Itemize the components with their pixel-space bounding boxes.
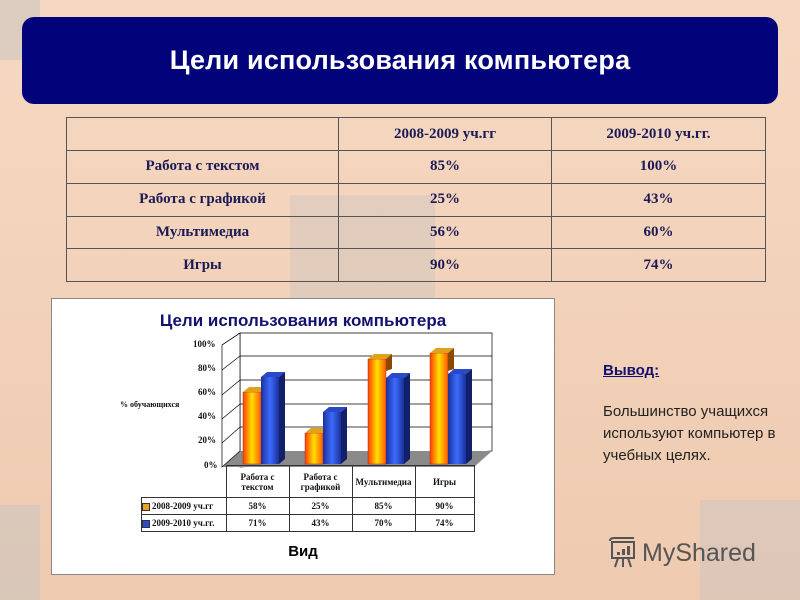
y-tick: 40% (198, 411, 216, 421)
category-label: Мультимедиа (351, 465, 416, 498)
legend-swatch-icon (142, 502, 150, 511)
data-table: 2008-2009 уч.гг 2009-2010 уч.гг. Работа … (66, 117, 766, 282)
x-axis-title: Вид (288, 543, 318, 560)
table-cell: Мультимедиа (66, 215, 339, 250)
presentation-board-icon (609, 537, 635, 568)
chart-data-table: Работа с текстом Работа с графикой Мульт… (141, 465, 475, 532)
table-row: Мультимедиа 56% 60% (66, 215, 766, 250)
data-label: 71% (225, 514, 290, 532)
table-header-row: 2008-2009 уч.гг 2009-2010 уч.гг. (66, 117, 766, 151)
data-label: 90% (414, 497, 475, 515)
series-2008-2009-bars (242, 348, 454, 465)
y-tick: 0% (204, 460, 218, 470)
data-label: 74% (414, 514, 475, 532)
chart-title: Цели использования компьютера (159, 311, 447, 330)
watermark-text: MyShared (642, 538, 756, 567)
table-cell: 60% (551, 215, 766, 250)
y-tick: 100% (193, 339, 216, 349)
background-decoration (700, 500, 800, 600)
y-tick: 60% (198, 387, 216, 397)
table-cell: Работа с графикой (66, 182, 339, 217)
table-cell: 100% (551, 150, 766, 184)
legend-swatch-icon (142, 519, 150, 528)
series-2009-2010-bars (261, 369, 472, 464)
y-tick: 20% (198, 435, 216, 445)
chart: Цели использования компьютера (51, 298, 555, 575)
table-cell: Игры (66, 248, 339, 282)
table-header-cell (66, 117, 339, 151)
data-label: 43% (288, 514, 353, 532)
table-cell: 56% (338, 215, 552, 250)
conclusion-heading: Вывод: (603, 362, 660, 379)
y-tick: 80% (198, 363, 216, 373)
chart-plot (221, 332, 493, 468)
category-label: Игры (414, 465, 475, 498)
legend-entry-2009-2010: 2009-2010 уч.гг. (141, 514, 227, 532)
table-row: Работа с графикой 25% 43% (66, 182, 766, 217)
data-label: 85% (351, 497, 416, 515)
table-cell: 25% (338, 182, 552, 217)
category-label: Работа с графикой (288, 465, 353, 498)
legend-entry-2008-2009: 2008-2009 уч.гг (141, 497, 227, 515)
conclusion-block: Вывод: Большинство учащихся используют к… (603, 362, 783, 467)
table-cell: 90% (338, 248, 552, 282)
table-row: Игры 90% 74% (66, 248, 766, 282)
table-cell: Работа с текстом (66, 150, 339, 184)
background-decoration (0, 505, 40, 600)
table-header-cell: 2008-2009 уч.гг (338, 117, 552, 151)
table-header-cell: 2009-2010 уч.гг. (551, 117, 766, 151)
slide-title: Цели использования компьютера (169, 45, 631, 75)
table-row: Работа с текстом 85% 100% (66, 150, 766, 184)
data-label: 25% (288, 497, 353, 515)
category-label: Работа с текстом (225, 465, 290, 498)
data-label: 58% (225, 497, 290, 515)
table-cell: 74% (551, 248, 766, 282)
data-label: 70% (351, 514, 416, 532)
slide-title-banner: Цели использования компьютера (22, 17, 778, 104)
table-cell: 85% (338, 150, 552, 184)
y-axis-title: % обучающихся (120, 400, 180, 409)
watermark-logo: MyShared (608, 537, 756, 569)
conclusion-text: Большинство учащихся используют компьюте… (603, 403, 776, 464)
table-cell: 43% (551, 182, 766, 217)
